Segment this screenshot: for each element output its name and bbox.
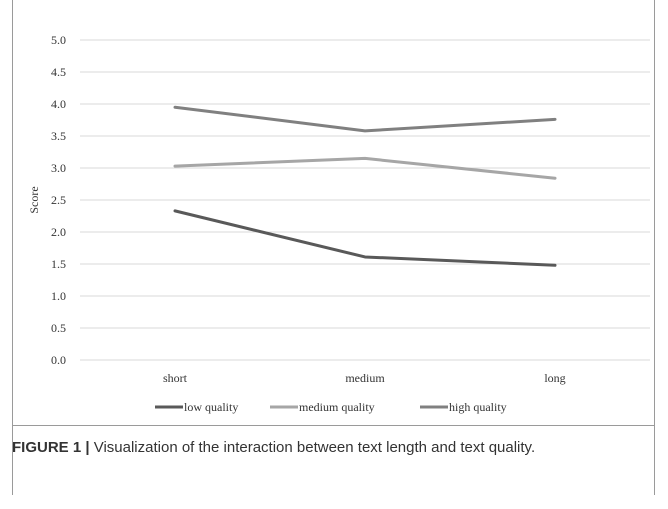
y-tick-labels: 0.0 0.5 1.0 1.5 2.0 2.5 3.0 3.5 4.0 4.5 5.0 bbox=[51, 33, 66, 367]
y-tick-label: 2.0 bbox=[51, 225, 66, 239]
figure-caption-text: Visualization of the interaction between… bbox=[93, 439, 536, 456]
y-tick-label: 3.0 bbox=[51, 161, 66, 175]
series-line-low-quality bbox=[173, 209, 557, 267]
x-tick-label: medium bbox=[345, 371, 385, 385]
caption-divider bbox=[12, 425, 655, 426]
legend-label: high quality bbox=[449, 400, 507, 414]
y-tick-label: 1.0 bbox=[51, 289, 66, 303]
series-line-medium-quality bbox=[173, 156, 557, 180]
y-tick-label: 0.5 bbox=[51, 321, 66, 335]
line-chart: 0.0 0.5 1.0 1.5 2.0 2.5 3.0 3.5 4.0 4.5 5.0 short m… bbox=[27, 33, 650, 414]
y-tick-label: 4.5 bbox=[51, 65, 66, 79]
y-tick-label: 5.0 bbox=[51, 33, 66, 47]
series-lines bbox=[173, 105, 557, 267]
x-tick-label: long bbox=[544, 371, 565, 385]
y-tick-label: 3.5 bbox=[51, 129, 66, 143]
y-tick-label: 1.5 bbox=[51, 257, 66, 271]
gridlines bbox=[80, 39, 650, 361]
y-tick-label: 4.0 bbox=[51, 97, 66, 111]
y-tick-label: 0.0 bbox=[51, 353, 66, 367]
figure-caption: FIGURE 1 | Visualization of the interact… bbox=[12, 436, 637, 460]
legend-label: medium quality bbox=[299, 400, 375, 414]
series-line-high-quality bbox=[173, 105, 557, 133]
figure-frame bbox=[12, 0, 655, 495]
y-axis-title: Score bbox=[27, 186, 41, 213]
x-tick-label: short bbox=[163, 371, 188, 385]
legend: low quality medium quality high quality bbox=[155, 400, 507, 414]
x-tick-labels: short medium long bbox=[163, 371, 566, 385]
figure-label: FIGURE 1 | bbox=[12, 439, 90, 456]
y-tick-label: 2.5 bbox=[51, 193, 66, 207]
legend-label: low quality bbox=[184, 400, 238, 414]
